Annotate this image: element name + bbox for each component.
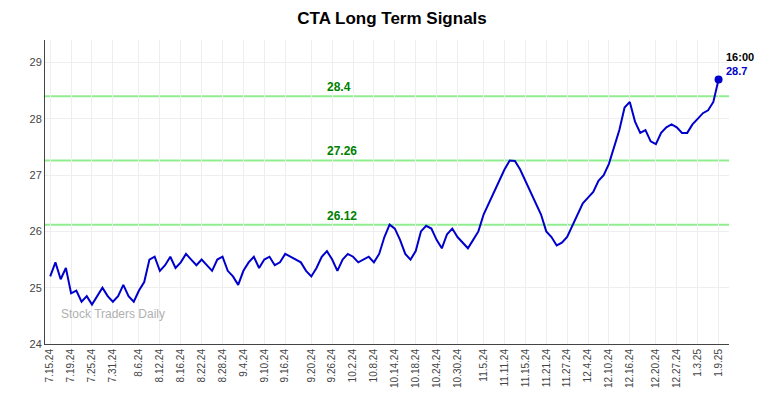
svg-text:12.27.24: 12.27.24 <box>671 349 682 388</box>
svg-text:8.22.24: 8.22.24 <box>196 349 207 383</box>
svg-text:27.26: 27.26 <box>327 144 357 158</box>
svg-text:Stock Traders Daily: Stock Traders Daily <box>61 307 165 321</box>
svg-text:10.24.24: 10.24.24 <box>431 349 442 388</box>
svg-text:11.15.24: 11.15.24 <box>520 349 531 388</box>
svg-text:26: 26 <box>30 225 42 237</box>
svg-text:1.9.25: 1.9.25 <box>713 349 724 377</box>
svg-text:28.4: 28.4 <box>327 80 351 94</box>
svg-text:28.7: 28.7 <box>726 65 747 77</box>
svg-text:9.4.24: 9.4.24 <box>238 349 249 377</box>
svg-text:16:00: 16:00 <box>726 51 754 63</box>
svg-text:9.16.24: 9.16.24 <box>279 349 290 383</box>
svg-text:25: 25 <box>30 282 42 294</box>
svg-text:10.30.24: 10.30.24 <box>452 349 463 388</box>
svg-text:9.10.24: 9.10.24 <box>259 349 270 383</box>
svg-text:1.3.25: 1.3.25 <box>692 349 703 377</box>
svg-text:10.14.24: 10.14.24 <box>389 349 400 388</box>
svg-text:9.20.24: 9.20.24 <box>306 349 317 383</box>
svg-text:8.6.24: 8.6.24 <box>133 349 144 377</box>
svg-text:12.16.24: 12.16.24 <box>624 349 635 388</box>
svg-text:10.8.24: 10.8.24 <box>368 349 379 383</box>
svg-text:10.18.24: 10.18.24 <box>410 349 421 388</box>
svg-text:9.26.24: 9.26.24 <box>326 349 337 383</box>
svg-text:11.21.24: 11.21.24 <box>541 349 552 388</box>
svg-text:11.5.24: 11.5.24 <box>478 349 489 382</box>
svg-text:12.4.24: 12.4.24 <box>582 349 593 383</box>
svg-text:12.20.24: 12.20.24 <box>650 349 661 388</box>
svg-text:12.10.24: 12.10.24 <box>603 349 614 388</box>
svg-text:7.25.24: 7.25.24 <box>86 349 97 383</box>
svg-text:28: 28 <box>30 113 42 125</box>
svg-text:10.2.24: 10.2.24 <box>347 349 358 383</box>
svg-text:24: 24 <box>30 338 42 350</box>
svg-text:11.11.24: 11.11.24 <box>499 349 510 387</box>
svg-text:7.31.24: 7.31.24 <box>107 349 118 383</box>
svg-text:11.27.24: 11.27.24 <box>561 349 572 388</box>
svg-text:27: 27 <box>30 169 42 181</box>
svg-text:7.15.24: 7.15.24 <box>44 349 55 383</box>
svg-text:26.12: 26.12 <box>327 209 357 223</box>
svg-text:8.16.24: 8.16.24 <box>175 349 186 383</box>
svg-text:7.19.24: 7.19.24 <box>65 349 76 383</box>
svg-text:CTA Long Term Signals: CTA Long Term Signals <box>297 9 487 28</box>
svg-text:29: 29 <box>30 56 42 68</box>
svg-text:8.12.24: 8.12.24 <box>154 349 165 383</box>
svg-text:8.28.24: 8.28.24 <box>217 349 228 383</box>
